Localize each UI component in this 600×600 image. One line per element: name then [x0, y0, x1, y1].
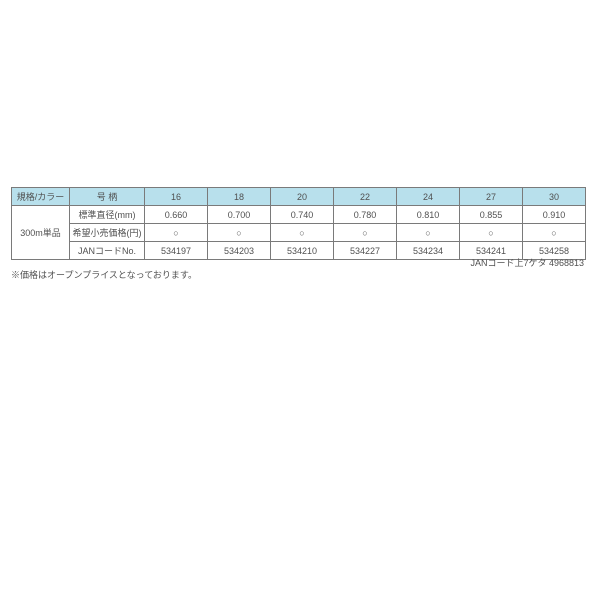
price-note: ※価格はオープンプライスとなっております。: [11, 268, 197, 281]
cell: 534234: [397, 242, 460, 260]
jan-prefix-note: JANコード上7ケタ 4968813: [470, 256, 584, 269]
row-label: JANコードNo.: [70, 242, 145, 260]
cell: 0.740: [271, 206, 334, 224]
table-row: 300m単品 標準直径(mm) 0.660 0.700 0.740 0.780 …: [12, 206, 586, 224]
cell: 534227: [334, 242, 397, 260]
cell: 0.660: [145, 206, 208, 224]
header-val: 22: [334, 188, 397, 206]
header-val: 16: [145, 188, 208, 206]
row-label: 希望小売価格(円): [70, 224, 145, 242]
cell: 534197: [145, 242, 208, 260]
cell: 534210: [271, 242, 334, 260]
header-val: 24: [397, 188, 460, 206]
cell: 0.855: [460, 206, 523, 224]
cell: ○: [271, 224, 334, 242]
row-label: 標準直径(mm): [70, 206, 145, 224]
header-attr: 号 柄: [70, 188, 145, 206]
cell: ○: [334, 224, 397, 242]
cell: ○: [523, 224, 586, 242]
cell: 0.700: [208, 206, 271, 224]
header-val: 27: [460, 188, 523, 206]
cell: 534203: [208, 242, 271, 260]
header-val: 18: [208, 188, 271, 206]
table-row: 希望小売価格(円) ○ ○ ○ ○ ○ ○ ○: [12, 224, 586, 242]
cell: ○: [145, 224, 208, 242]
cell: ○: [460, 224, 523, 242]
header-val: 30: [523, 188, 586, 206]
table-header-row: 規格/カラー 号 柄 16 18 20 22 24 27 30: [12, 188, 586, 206]
spec-table-container: 規格/カラー 号 柄 16 18 20 22 24 27 30 300m単品 標…: [11, 187, 584, 260]
header-spec-color: 規格/カラー: [12, 188, 70, 206]
cell: ○: [397, 224, 460, 242]
header-val: 20: [271, 188, 334, 206]
spec-table: 規格/カラー 号 柄 16 18 20 22 24 27 30 300m単品 標…: [11, 187, 586, 260]
cell: 0.810: [397, 206, 460, 224]
spec-label: 300m単品: [12, 206, 70, 260]
cell: 0.910: [523, 206, 586, 224]
cell: 0.780: [334, 206, 397, 224]
cell: ○: [208, 224, 271, 242]
